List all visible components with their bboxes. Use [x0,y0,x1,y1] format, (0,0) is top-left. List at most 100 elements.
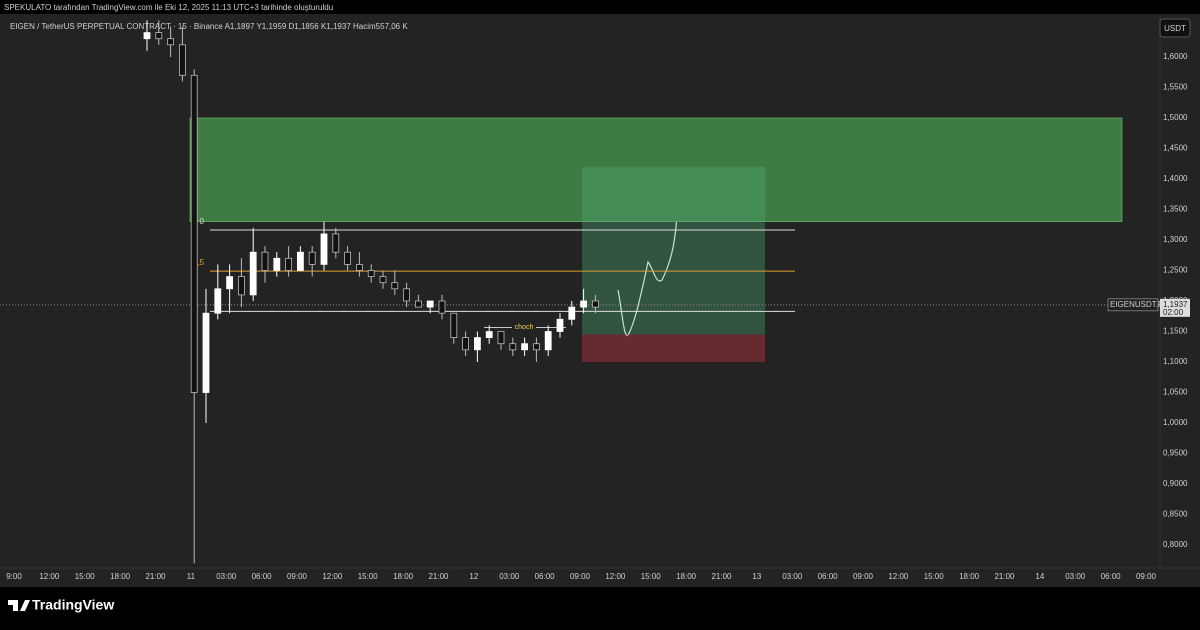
time-tick-label: 12 [469,572,478,581]
candle-body [379,276,387,284]
last-price-box [1160,298,1190,317]
last-price-label: 1,1937 [1163,300,1188,309]
candle-body [485,331,493,338]
candle-body [450,312,458,339]
target-area [582,166,765,335]
time-tick-label: 9:00 [6,572,22,581]
candle-body [568,306,576,320]
time-tick-label: 03:00 [1065,572,1086,581]
candle-body [509,343,517,351]
candle-body [202,312,210,393]
price-tick-label: 1,6000 [1163,52,1188,61]
time-tick-label: 12:00 [322,572,343,581]
price-tick-label: 1,4500 [1163,144,1188,153]
time-tick-label: 12:00 [605,572,626,581]
candle-body [167,38,175,46]
candle-body [344,251,352,265]
symbol-box [1107,298,1159,312]
candle-body [414,300,422,308]
countdown: 02:00 [1163,308,1184,317]
time-tick-label: 06:00 [535,572,556,581]
price-tick-label: 0,8500 [1163,510,1188,519]
candle-body [237,276,245,296]
brand: TradingView [32,597,114,613]
price-tick-label: 1,5000 [1163,113,1188,122]
price-tick-label: 1,2500 [1163,266,1188,275]
choch-label: choch [515,324,534,331]
candle-body [355,263,363,271]
currency-button[interactable] [1159,18,1191,38]
currency[interactable]: USDT [1164,24,1186,33]
time-tick-label: 15:00 [924,572,945,581]
candle-body [261,251,269,271]
candle-body [226,276,234,290]
candle-body [214,288,222,314]
legend: EIGEN / TetherUS PERPETUAL CONTRACT · 15… [10,22,408,31]
time-tick-label: 21:00 [994,572,1015,581]
time-tick-label: 09:00 [287,572,308,581]
candle-body [143,32,151,40]
candle-body [592,300,599,308]
symbol-label: EIGENUSDT.P [1110,300,1163,309]
candle-body [308,251,316,265]
time-tick-label: 21:00 [428,572,449,581]
candle-body [320,233,328,265]
candle-body [391,282,399,290]
price-tick-label: 1,4000 [1163,174,1188,183]
time-tick-label: 09:00 [570,572,591,581]
time-tick-label: 03:00 [216,572,237,581]
price-tick-label: 0,8000 [1163,540,1188,549]
time-tick-label: 03:00 [499,572,520,581]
choch-bg [512,322,536,333]
candle-body [285,257,293,271]
candle-body [556,318,564,332]
time-tick-label: 12:00 [888,572,909,581]
time-tick-label: 15:00 [75,572,96,581]
chart-area [0,14,1200,587]
price-tick-label: 1,3500 [1163,205,1188,214]
candle-body [367,270,375,277]
time-tick-label: 15:00 [358,572,379,581]
candle-body [178,44,186,76]
time-tick-label: 09:00 [853,572,874,581]
candle-body [403,288,411,302]
time-tick-label: 18:00 [393,572,414,581]
price-tick-label: 1,1500 [1163,327,1188,336]
candle-body [332,233,340,253]
fib-label: 0 [200,217,205,226]
price-tick-label: 0,9500 [1163,449,1188,458]
candle-body [249,251,257,296]
price-tick-label: 1,1000 [1163,357,1188,366]
candle-body [533,343,540,351]
time-tick-label: 12:00 [39,572,60,581]
time-tick-label: 18:00 [676,572,697,581]
candle-body [438,300,446,314]
time-tick-label: 15:00 [641,572,662,581]
time-tick-label: 21:00 [145,572,166,581]
candle-body [155,32,163,40]
price-tick-label: 1,3000 [1163,235,1188,244]
time-tick-label: 18:00 [959,572,980,581]
price-tick-label: 1,5500 [1163,83,1188,92]
price-tick-label: 0,9000 [1163,479,1188,488]
fib-label: 0,5 [193,258,205,267]
time-tick-label: 13 [752,572,761,581]
candle-body [296,251,304,271]
price-tick-label: 1,0000 [1163,418,1188,427]
candle-body [580,300,587,308]
time-tick-label: 06:00 [1101,572,1122,581]
time-tick-label: 14 [1035,572,1044,581]
candle-body [426,300,434,308]
price-tick-label: 1,0500 [1163,388,1188,397]
candle-body [473,337,481,351]
supply-zone [189,117,1123,222]
time-tick-label: 06:00 [818,572,839,581]
candle-body [462,337,470,351]
time-tick-label: 06:00 [252,572,273,581]
logo [8,600,30,611]
time-tick-label: 21:00 [711,572,732,581]
candle-body [521,343,528,351]
stop-area [582,334,765,362]
time-tick-label: 09:00 [1136,572,1157,581]
